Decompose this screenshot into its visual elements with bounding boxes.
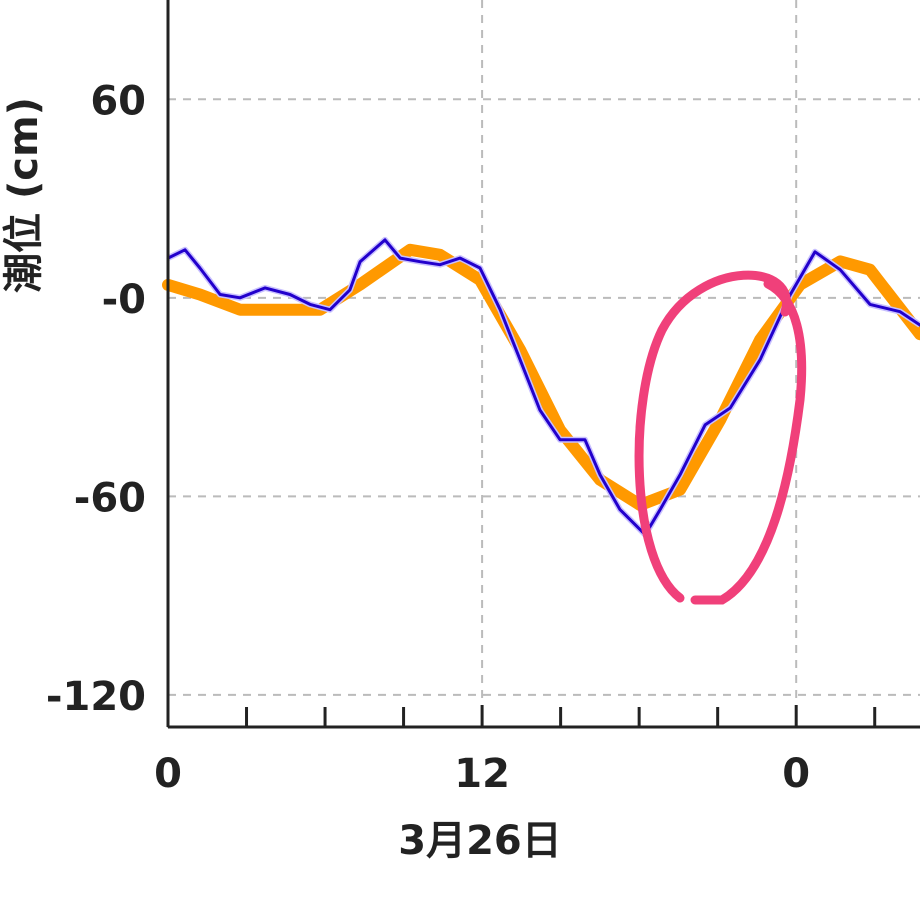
y-tick-label: -0 xyxy=(102,277,146,323)
series-line xyxy=(162,243,920,511)
x-tick-label: 0 xyxy=(154,751,182,797)
y-tick-label: -60 xyxy=(74,475,146,521)
y-axis-label: 潮位 (cm) xyxy=(1,97,47,293)
x-tick-label: 12 xyxy=(454,751,510,797)
annotation-ellipse xyxy=(634,270,807,605)
x-axis-label: 3月26日 xyxy=(398,818,562,864)
x-tick-label: 0 xyxy=(782,751,810,797)
y-tick-label: 60 xyxy=(90,78,146,124)
plot-area xyxy=(162,0,920,728)
series-line xyxy=(166,238,920,537)
y-tick-label: -120 xyxy=(46,674,146,720)
